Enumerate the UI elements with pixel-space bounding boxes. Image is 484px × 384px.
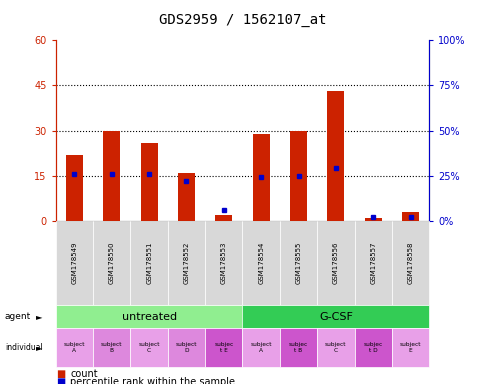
Text: subject
A: subject A — [250, 342, 272, 353]
Bar — [327, 91, 344, 221]
Text: untreated: untreated — [121, 312, 176, 322]
Text: subjec
t B: subjec t B — [288, 342, 307, 353]
Bar — [178, 173, 195, 221]
Text: ►: ► — [36, 312, 43, 321]
Text: ►: ► — [36, 343, 43, 352]
Bar — [140, 142, 157, 221]
Bar — [289, 131, 306, 221]
Text: subject
E: subject E — [399, 342, 421, 353]
Bar — [215, 215, 232, 221]
Text: subject
C: subject C — [138, 342, 160, 353]
Text: GSM178551: GSM178551 — [146, 242, 152, 284]
Text: individual: individual — [5, 343, 43, 352]
Text: subjec
t E: subjec t E — [214, 342, 233, 353]
Text: GSM178554: GSM178554 — [257, 242, 264, 284]
Bar — [66, 155, 83, 221]
Text: percentile rank within the sample: percentile rank within the sample — [70, 377, 235, 384]
Text: subject
D: subject D — [175, 342, 197, 353]
Text: GSM178556: GSM178556 — [332, 242, 338, 284]
Text: GSM178555: GSM178555 — [295, 242, 301, 284]
Bar — [401, 212, 418, 221]
Text: GSM178553: GSM178553 — [220, 242, 227, 284]
Text: GSM178549: GSM178549 — [71, 242, 77, 284]
Text: GSM178558: GSM178558 — [407, 242, 413, 284]
Text: GSM178552: GSM178552 — [183, 242, 189, 284]
Text: subject
A: subject A — [63, 342, 85, 353]
Text: ■: ■ — [56, 369, 65, 379]
Text: subjec
t D: subjec t D — [363, 342, 382, 353]
Text: count: count — [70, 369, 98, 379]
Text: GSM178550: GSM178550 — [108, 242, 115, 284]
Text: G-CSF: G-CSF — [318, 312, 352, 322]
Bar — [103, 131, 120, 221]
Text: GSM178557: GSM178557 — [369, 242, 376, 284]
Bar — [252, 134, 269, 221]
Text: GDS2959 / 1562107_at: GDS2959 / 1562107_at — [158, 13, 326, 27]
Bar — [364, 218, 381, 221]
Text: agent: agent — [5, 312, 31, 321]
Text: ■: ■ — [56, 377, 65, 384]
Text: subject
B: subject B — [101, 342, 122, 353]
Text: subject
C: subject C — [324, 342, 346, 353]
